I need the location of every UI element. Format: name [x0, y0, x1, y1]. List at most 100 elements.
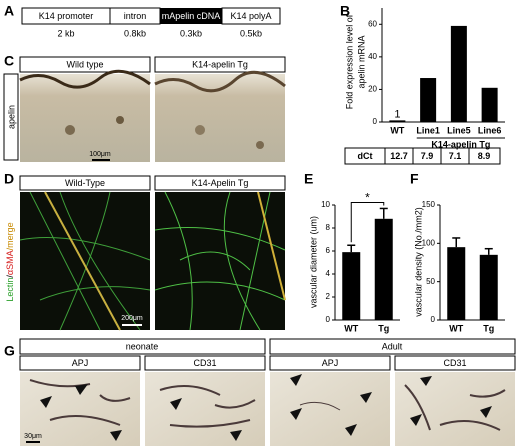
header: Wild type — [66, 59, 103, 69]
header: CD31 — [443, 358, 466, 368]
y-tick-label: 60 — [368, 19, 377, 28]
value-label: 1 — [394, 108, 400, 120]
segment-label: K14 promoter — [39, 11, 94, 21]
bar — [450, 25, 467, 123]
bar — [374, 218, 393, 320]
group-label: neonate — [126, 341, 159, 351]
x-tick-label: Line1 — [416, 125, 440, 135]
header: Wild-Type — [65, 178, 105, 188]
segment-label: K14 polyA — [230, 11, 271, 21]
segment-size: 2 kb — [57, 28, 74, 38]
header: K14-Apelin Tg — [192, 178, 249, 188]
header-box — [19, 355, 141, 371]
x-tick-label: Tg — [378, 323, 389, 333]
segment-size: 0.8kb — [124, 28, 146, 38]
side-part: αSMA — [5, 250, 15, 275]
y-tick-label: 0 — [431, 315, 436, 324]
y-tick-label: 8 — [326, 223, 331, 232]
group-label: Adult — [382, 341, 403, 351]
y-tick-label: 150 — [422, 200, 436, 209]
epidermis — [19, 69, 151, 89]
scale-label: 30μm — [24, 433, 42, 440]
bar — [447, 247, 466, 320]
header-box — [144, 355, 266, 371]
vessels — [29, 379, 506, 431]
side-box — [3, 73, 19, 161]
bar — [389, 120, 406, 122]
panel-label: A — [4, 3, 14, 19]
header: APJ — [322, 358, 339, 368]
y-tick-label: 10 — [321, 200, 330, 209]
y-tick-label: 6 — [326, 246, 331, 255]
header: K14-apelin Tg — [192, 59, 248, 69]
side-part: / — [5, 275, 15, 278]
y-axis-title: Fold expression level of — [344, 14, 354, 109]
micrograph — [270, 372, 390, 446]
table-cell: 7.1 — [449, 151, 462, 161]
panel-label: C — [4, 53, 14, 69]
y-tick-label: 2 — [326, 292, 331, 301]
scale-label: 200μm — [121, 315, 143, 322]
panel-label: F — [410, 171, 419, 187]
table-cell: 7.9 — [421, 151, 434, 161]
dct-table: dCt 12.7 7.9 7.1 8.9 — [344, 147, 501, 165]
follicle — [195, 125, 205, 135]
table-cell: 8.9 — [478, 151, 491, 161]
micrograph — [155, 74, 285, 162]
y-tick-label: 50 — [426, 277, 435, 286]
y-axis-title: vascular density (No./mm2) — [413, 207, 423, 317]
side-part: /merge — [5, 222, 15, 250]
bar — [481, 87, 498, 122]
y-tick-label: 0 — [326, 315, 331, 324]
micrograph — [145, 372, 265, 446]
arrowheads — [40, 374, 492, 441]
x-tick-label: WT — [390, 125, 404, 135]
side-label: apelin — [6, 105, 16, 129]
bar — [479, 254, 498, 320]
significance-bracket — [350, 201, 385, 243]
panel-label: G — [4, 343, 15, 359]
table-cell: 12.7 — [390, 151, 408, 161]
segment-label: intron — [124, 11, 147, 21]
follicle — [116, 116, 124, 124]
panel-label: E — [304, 171, 313, 187]
scale-label: 100μm — [89, 151, 111, 158]
significance: * — [365, 191, 370, 205]
y-tick-label: 4 — [326, 269, 331, 278]
x-tick-label: Line5 — [447, 125, 471, 135]
header-box — [154, 56, 286, 73]
header: APJ — [72, 358, 89, 368]
side-label: Lectin/αSMA/merge — [5, 222, 15, 301]
header-box — [269, 355, 391, 371]
group-box — [269, 338, 516, 355]
x-tick-label: WT — [344, 323, 358, 333]
table-header: dCt — [358, 151, 373, 161]
micrograph — [395, 372, 515, 446]
x-tick-label: WT — [449, 323, 463, 333]
panel-g: neonate Adult APJ CD31 APJ CD31 30μm — [19, 338, 516, 446]
bar — [420, 78, 437, 122]
header-box — [394, 355, 516, 371]
y-axis-title: vascular diameter (um) — [308, 216, 318, 308]
header-box — [19, 56, 151, 73]
table-box — [344, 147, 501, 165]
panel-c: Wild type K14-apelin Tg apelin 100μm — [3, 56, 286, 162]
y-tick-label: 20 — [368, 85, 377, 94]
y-tick-label: 0 — [373, 117, 378, 126]
segment-label: mApelin cDNA — [162, 11, 221, 21]
header-box — [19, 175, 151, 191]
y-tick-label: 40 — [368, 52, 377, 61]
group-label: K14-apelin Tg — [431, 139, 490, 149]
y-tick-label: 100 — [422, 238, 436, 247]
panel-label: B — [340, 3, 350, 19]
segment-size: 0.5kb — [240, 28, 262, 38]
micrograph — [20, 74, 150, 162]
follicle — [256, 141, 264, 149]
group-box — [19, 338, 266, 355]
header: CD31 — [193, 358, 216, 368]
side-part: Lectin — [5, 278, 15, 302]
y-axis-title: apelin mRNA — [356, 35, 366, 88]
x-tick-label: Line6 — [478, 125, 502, 135]
bar — [342, 252, 361, 320]
